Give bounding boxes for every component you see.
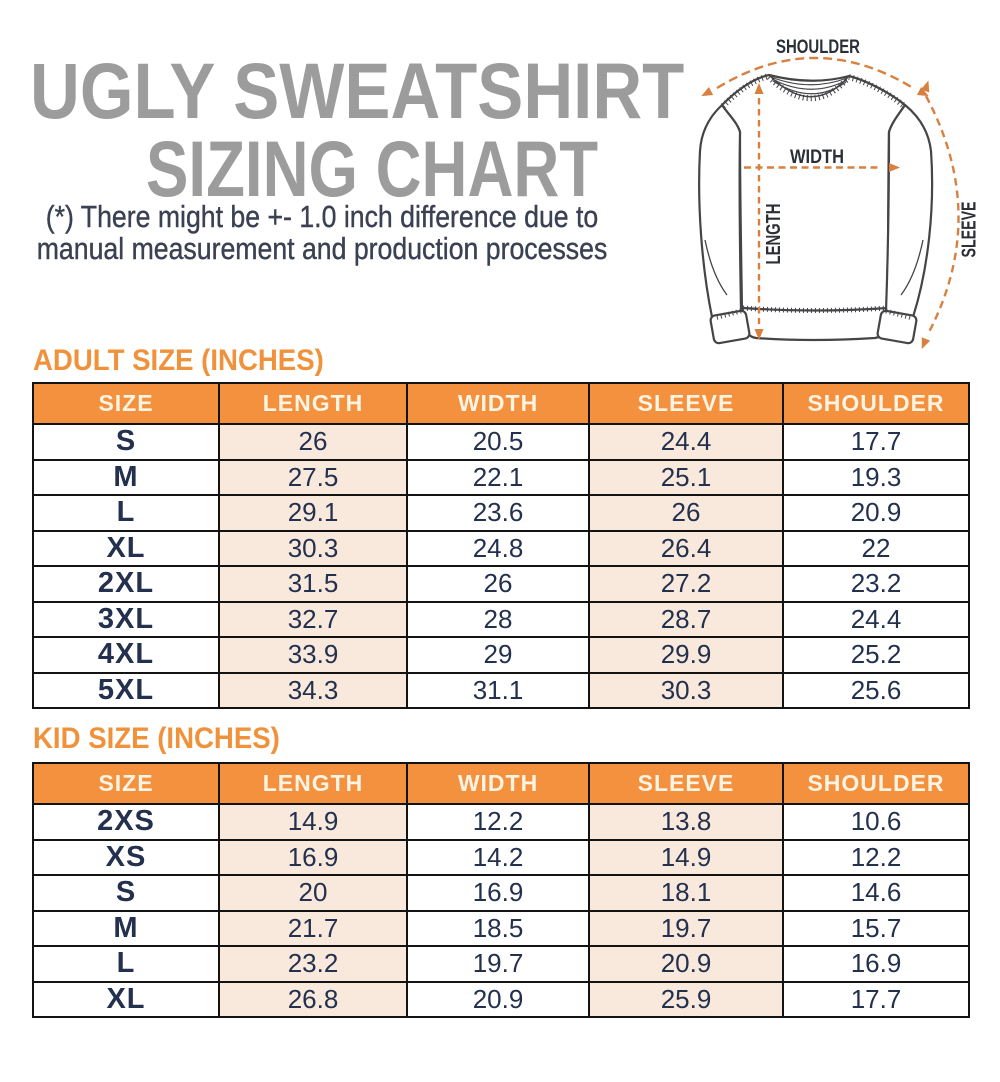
svg-text:WIDTH: WIDTH bbox=[790, 147, 844, 168]
svg-text:SLEEVE: SLEEVE bbox=[959, 202, 981, 258]
svg-text:LENGTH: LENGTH bbox=[763, 204, 785, 265]
svg-text:SHOULDER: SHOULDER bbox=[776, 37, 860, 58]
